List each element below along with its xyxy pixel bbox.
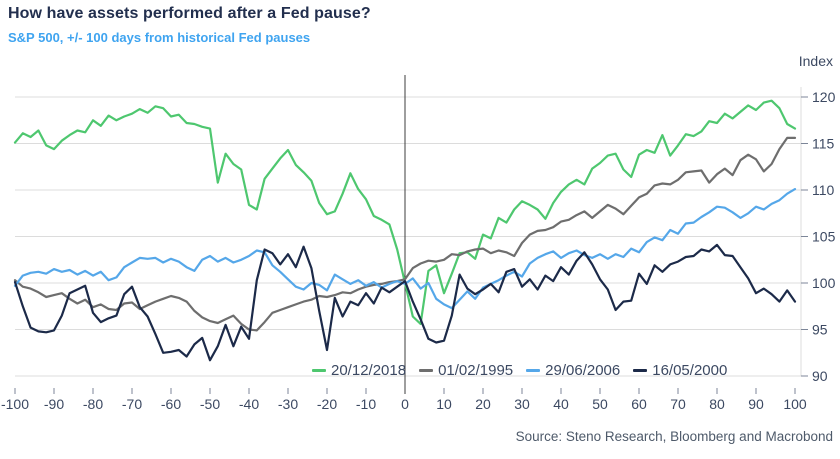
y-axis-tick-label: 90: [812, 368, 828, 384]
source-note: Source: Steno Research, Bloomberg and Ma…: [515, 429, 833, 444]
x-axis-tick-label: 100: [783, 396, 807, 412]
series-line-01-02-1995: [13, 136, 797, 332]
series-line-16-05-2000: [13, 243, 797, 362]
y-axis-tick-label: 115: [812, 136, 835, 152]
legend-label: 01/02/1995: [438, 362, 514, 379]
legend: 20/12/2018 01/02/1995 29/06/2006 16/05/2000: [312, 362, 727, 379]
x-axis-tick-label: -50: [200, 396, 220, 412]
legend-label: 16/05/2000: [652, 362, 728, 379]
x-axis-tick-label: -60: [161, 396, 181, 412]
x-axis-tick-label: 10: [436, 396, 452, 412]
x-axis-tick-label: -20: [317, 396, 337, 412]
x-axis-tick-label: 70: [670, 396, 686, 412]
x-axis-tick-label: -40: [239, 396, 259, 412]
legend-label: 20/12/2018: [331, 362, 407, 379]
legend-swatch-icon: [419, 369, 434, 372]
legend-item: 16/05/2000: [633, 362, 727, 379]
x-axis-tick-label: 60: [631, 396, 647, 412]
x-axis-tick-label: 90: [748, 396, 764, 412]
y-axis-tick-label: 95: [812, 322, 828, 338]
x-axis-tick-label: 40: [553, 396, 569, 412]
x-axis-tick-label: -90: [44, 396, 64, 412]
x-axis-tick-label: -100: [1, 396, 29, 412]
x-axis-tick-label: 50: [592, 396, 608, 412]
legend-item: 29/06/2006: [526, 362, 620, 379]
x-axis-tick-label: -80: [83, 396, 103, 412]
x-axis-tick-label: 80: [709, 396, 725, 412]
x-axis-tick-label: 20: [475, 396, 491, 412]
legend-swatch-icon: [312, 369, 326, 372]
y-axis-tick-label: 120: [812, 89, 836, 105]
legend-item: 20/12/2018: [312, 362, 406, 379]
legend-swatch-icon: [526, 369, 541, 372]
y-axis-unit-label: Index: [798, 53, 833, 69]
chart-title: How have assets performed after a Fed pa…: [8, 5, 371, 22]
legend-item: 01/02/1995: [419, 362, 513, 379]
x-axis-tick-label: 0: [401, 396, 409, 412]
y-axis-tick-label: 105: [812, 229, 836, 245]
y-axis-tick-label: 100: [812, 275, 836, 291]
chart-subtitle: S&P 500, +/- 100 days from historical Fe…: [8, 30, 311, 45]
legend-label: 29/06/2006: [545, 362, 621, 379]
x-axis-tick-label: -30: [278, 396, 298, 412]
x-axis-tick-label: 30: [514, 396, 530, 412]
x-axis-tick-label: -70: [122, 396, 142, 412]
legend-swatch-icon: [633, 369, 648, 372]
x-axis-tick-label: -10: [356, 396, 376, 412]
y-axis-tick-label: 110: [812, 182, 835, 198]
